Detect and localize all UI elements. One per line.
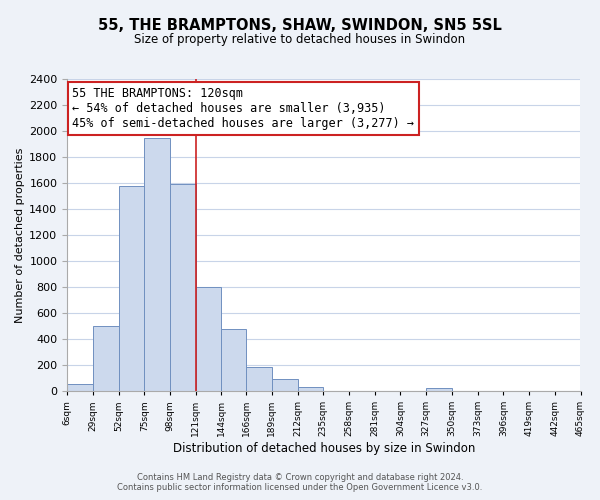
Text: 55 THE BRAMPTONS: 120sqm
← 54% of detached houses are smaller (3,935)
45% of sem: 55 THE BRAMPTONS: 120sqm ← 54% of detach…	[72, 87, 414, 130]
Bar	[246, 367, 272, 391]
Bar	[221, 330, 246, 391]
Bar	[67, 384, 93, 391]
X-axis label: Distribution of detached houses by size in Swindon: Distribution of detached houses by size …	[173, 442, 475, 455]
Bar	[119, 186, 145, 391]
Bar	[170, 184, 196, 391]
Y-axis label: Number of detached properties: Number of detached properties	[15, 148, 25, 322]
Bar	[196, 287, 221, 391]
Bar	[272, 380, 298, 391]
Bar	[93, 326, 119, 391]
Text: Size of property relative to detached houses in Swindon: Size of property relative to detached ho…	[134, 32, 466, 46]
Bar	[426, 388, 452, 391]
Bar	[298, 387, 323, 391]
Text: 55, THE BRAMPTONS, SHAW, SWINDON, SN5 5SL: 55, THE BRAMPTONS, SHAW, SWINDON, SN5 5S…	[98, 18, 502, 32]
Text: Contains HM Land Registry data © Crown copyright and database right 2024.
Contai: Contains HM Land Registry data © Crown c…	[118, 473, 482, 492]
Bar	[145, 138, 170, 391]
